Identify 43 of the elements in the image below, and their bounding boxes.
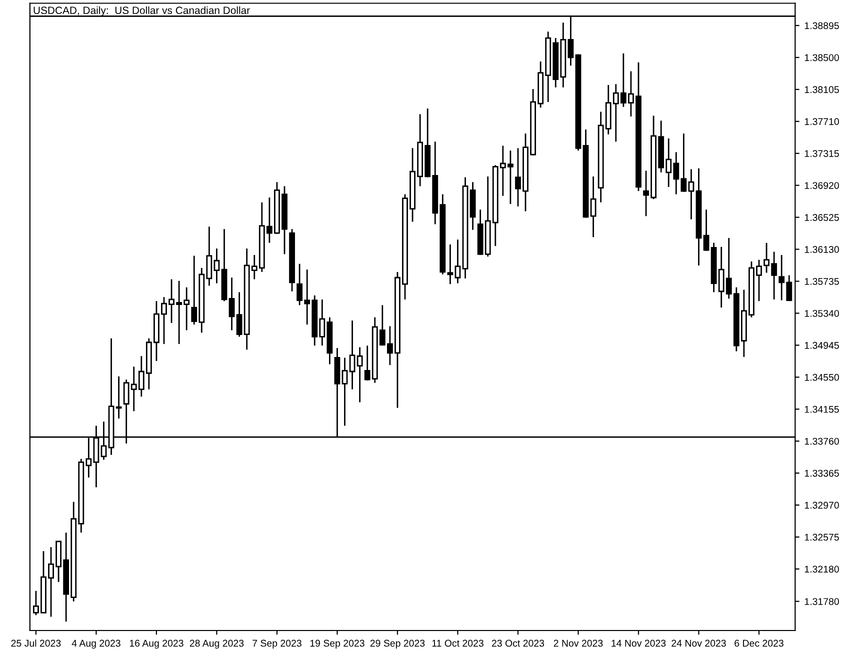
y-tick-label: 1.32970 xyxy=(804,502,839,509)
candlestick xyxy=(214,248,220,284)
y-tick-label: 1.37710 xyxy=(804,118,839,126)
y-tick-label: 1.34155 xyxy=(804,406,839,413)
x-tick-label: 4 Aug 2023 xyxy=(72,640,120,649)
candlestick xyxy=(228,276,235,331)
candlestick xyxy=(454,238,461,284)
x-tick-label: 11 Oct 2023 xyxy=(432,640,484,647)
candlestick xyxy=(590,176,596,238)
x-tick-label: 6 Dec 2023 xyxy=(734,640,784,647)
x-tick-label: 28 Aug 2023 xyxy=(190,640,244,649)
y-tick-label: 1.36525 xyxy=(804,214,839,221)
x-tick-label: 24 Nov 2023 xyxy=(672,640,726,647)
y-tick-label: 1.38500 xyxy=(804,54,839,62)
candlestick xyxy=(356,346,363,403)
candlestick xyxy=(688,168,694,220)
candlestick xyxy=(342,357,348,426)
y-tick-label: 1.37315 xyxy=(804,150,839,158)
candlestick xyxy=(349,320,356,390)
x-tick-label: 23 Oct 2023 xyxy=(492,640,544,647)
y-tick-label: 1.36130 xyxy=(804,246,839,253)
y-tick-label: 1.34550 xyxy=(804,374,839,381)
y-tick-label: 1.35340 xyxy=(804,310,839,317)
y-tick-label: 1.35735 xyxy=(804,278,839,285)
chart-title: USDCAD, Daily: US Dollar vs Canadian Dollar xyxy=(34,6,250,16)
x-tick-label: 16 Aug 2023 xyxy=(130,640,184,649)
x-tick-label: 14 Nov 2023 xyxy=(612,640,666,647)
y-tick-label: 1.32575 xyxy=(804,534,839,541)
y-tick-label: 1.32180 xyxy=(804,566,839,573)
x-tick-label: 2 Nov 2023 xyxy=(554,640,603,647)
candlestick xyxy=(116,376,122,420)
x-tick-label: 29 Sep 2023 xyxy=(370,640,425,649)
y-tick-label: 1.36920 xyxy=(804,182,839,189)
x-tick-label: 25 Jul 2023 xyxy=(11,640,61,647)
y-tick-label: 1.34945 xyxy=(804,342,839,349)
x-tick-label: 19 Sep 2023 xyxy=(310,640,364,649)
candlestick xyxy=(703,208,710,252)
x-tick-label: 7 Sep 2023 xyxy=(252,640,302,649)
y-tick-label: 1.33760 xyxy=(804,438,839,445)
y-tick-label: 1.31780 xyxy=(804,598,839,605)
y-tick-label: 1.38105 xyxy=(804,86,839,94)
y-tick-label: 1.38895 xyxy=(804,22,839,30)
y-tick-label: 1.33365 xyxy=(804,470,839,477)
